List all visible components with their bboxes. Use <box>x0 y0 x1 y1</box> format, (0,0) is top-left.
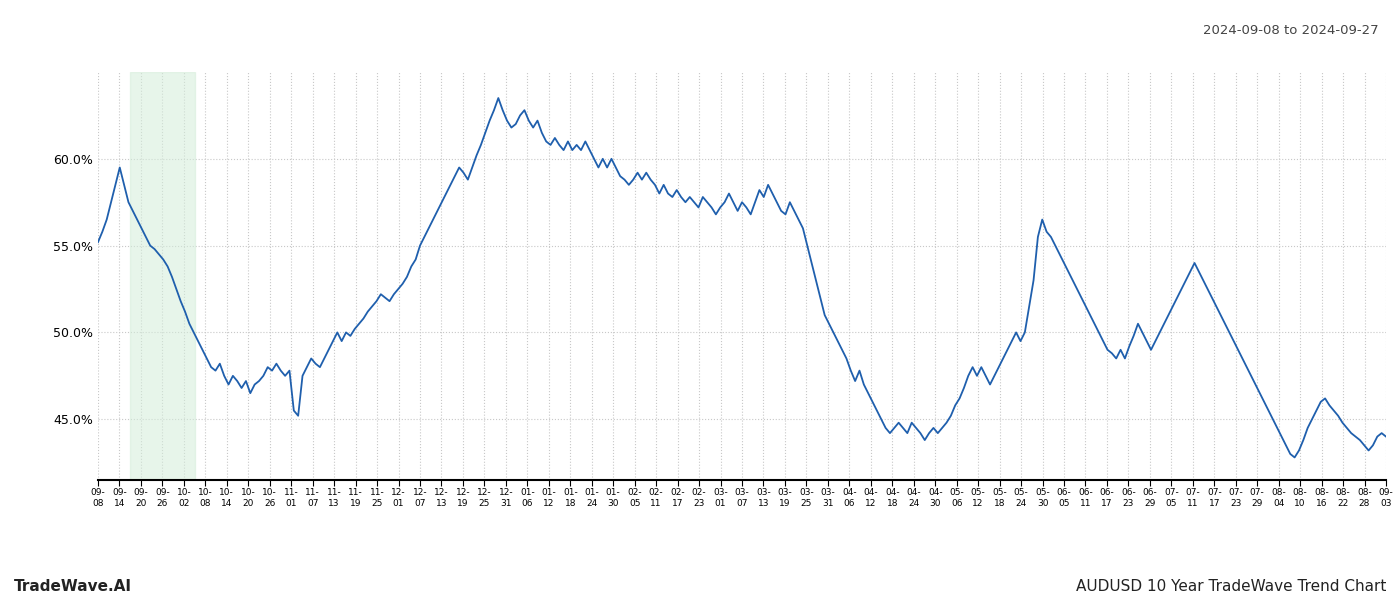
Bar <box>130 72 195 480</box>
Text: 2024-09-08 to 2024-09-27: 2024-09-08 to 2024-09-27 <box>1204 24 1379 37</box>
Text: TradeWave.AI: TradeWave.AI <box>14 579 132 594</box>
Text: AUDUSD 10 Year TradeWave Trend Chart: AUDUSD 10 Year TradeWave Trend Chart <box>1075 579 1386 594</box>
